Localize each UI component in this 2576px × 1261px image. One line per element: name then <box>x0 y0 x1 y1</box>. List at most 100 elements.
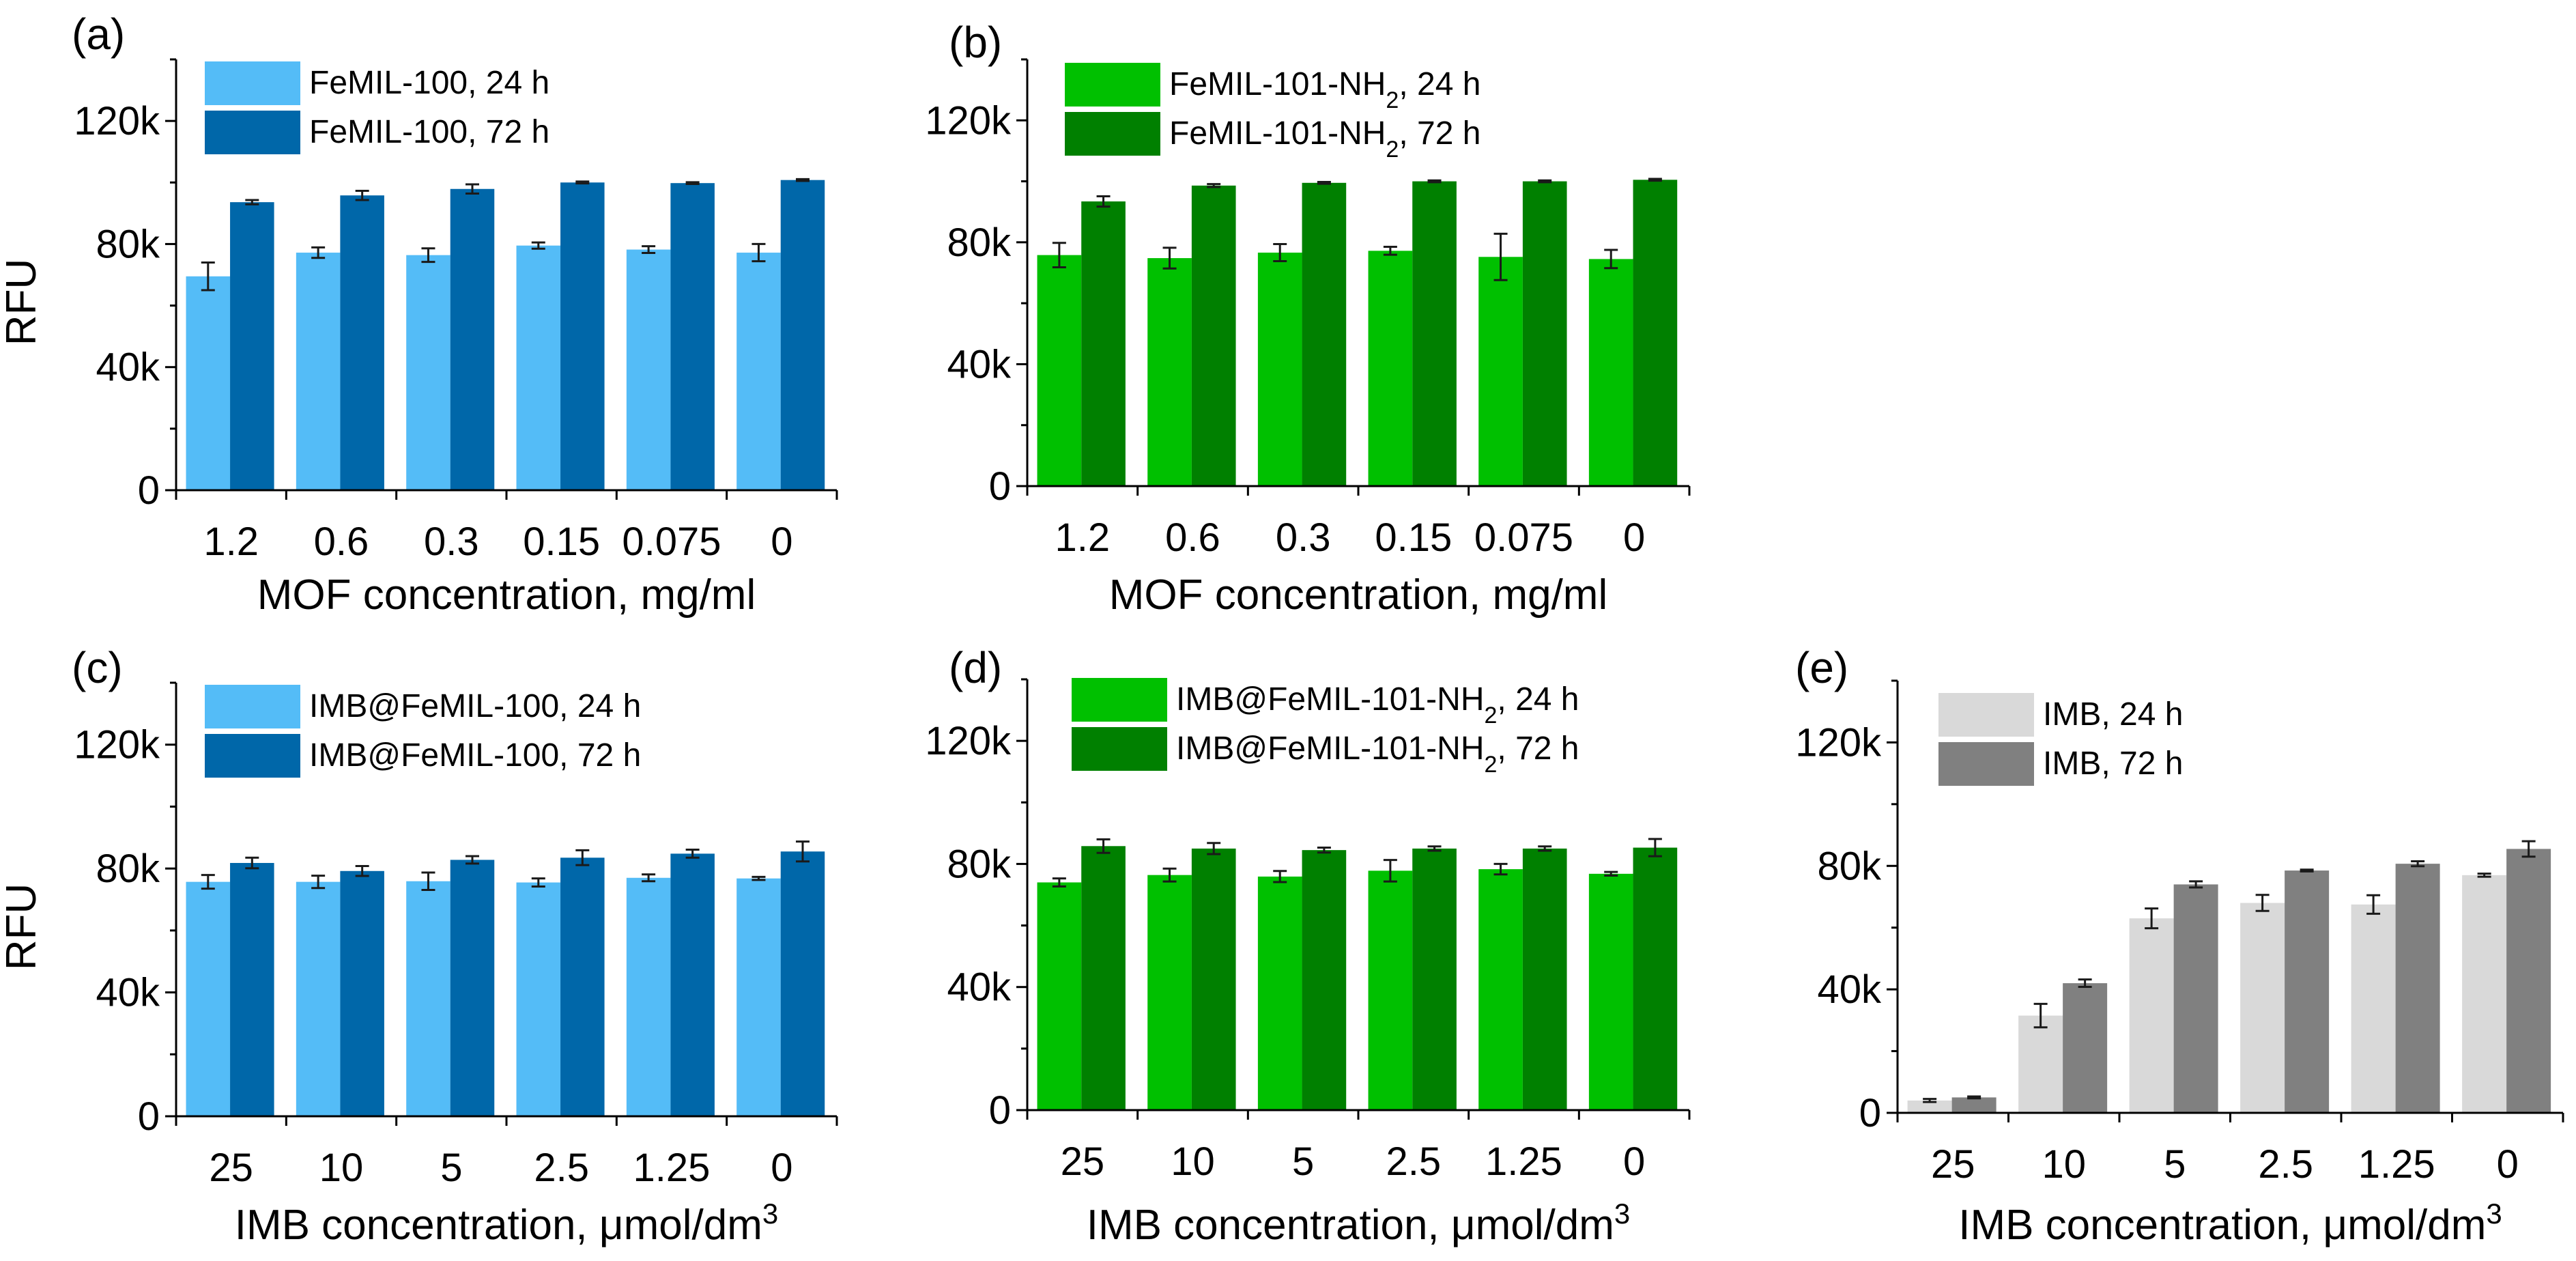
bar-3-0-3 <box>1368 870 1413 1110</box>
bar-2-1-1 <box>340 870 384 1116</box>
legend-swatch-2-1 <box>205 734 300 778</box>
x-axis-title-part: 3 <box>2486 1198 2502 1230</box>
y-tick-label-1-3: 120k <box>925 98 1012 143</box>
bar-0-1-2 <box>450 188 495 490</box>
bar-0-0-4 <box>626 249 671 490</box>
x-tick-label-4-5: 0 <box>2497 1142 2519 1187</box>
x-axis-title-part: 3 <box>1614 1198 1630 1230</box>
legend-swatch-4-0 <box>1938 693 2034 737</box>
y-tick-label-2-0: 0 <box>138 1094 160 1139</box>
y-tick-label-0-0: 0 <box>138 468 160 513</box>
legend-label-part: 2 <box>1386 137 1399 162</box>
y-tick-label-1-2: 80k <box>947 221 1012 265</box>
chart-panel-2: 0 40k 80k 120k 25 10 5 2.5 1.25 0 IMB concentratio… <box>0 643 838 1249</box>
bar-4-1-2 <box>2173 884 2218 1113</box>
legend-label-part: 2 <box>1484 703 1497 728</box>
legend-label-part: IMB@FeMIL-101-NH <box>1176 731 1484 767</box>
bar-1-1-5 <box>1633 180 1678 486</box>
legend-label-2-1: IMB@FeMIL-100, 72 h <box>309 737 641 774</box>
legend-label-0-0: FeMIL-100, 24 h <box>309 65 549 101</box>
bar-1-1-1 <box>1191 185 1236 486</box>
x-axis-title-3: IMB concentration, μmol/dm3 <box>1087 1198 1631 1249</box>
legend-label-part: 2 <box>1386 87 1399 113</box>
x-tick-label-4-4: 1.25 <box>2358 1142 2435 1187</box>
bar-3-1-0 <box>1081 846 1126 1110</box>
panel-label-1: (b) <box>949 18 1002 67</box>
bar-0-1-0 <box>230 202 274 490</box>
legend-swatch-1-0 <box>1065 63 1160 107</box>
y-tick-label-1-0: 0 <box>989 464 1011 509</box>
bar-4-0-1 <box>2018 1015 2063 1113</box>
legend-label-1-1: FeMIL-101-NH2, 72 h <box>1169 115 1480 162</box>
bar-3-0-1 <box>1147 875 1192 1110</box>
bar-2-1-2 <box>450 860 495 1116</box>
y-tick-label-3-0: 0 <box>989 1088 1011 1133</box>
x-axis-title-part: μ <box>2323 1202 2347 1249</box>
y-axis-title-2: RFU <box>0 883 45 970</box>
bar-2-1-4 <box>670 853 715 1116</box>
y-tick-label-4-1: 40k <box>1817 967 1882 1012</box>
x-tick-label-1-3: 0.15 <box>1375 515 1452 560</box>
y-tick-label-3-1: 40k <box>947 965 1012 1010</box>
x-tick-label-2-5: 0 <box>771 1146 792 1190</box>
x-tick-label-3-3: 2.5 <box>1386 1139 1442 1184</box>
x-tick-label-4-3: 2.5 <box>2258 1142 2313 1187</box>
legend-label-part: IMB@FeMIL-100, 24 h <box>309 688 641 724</box>
bar-1-0-0 <box>1037 255 1082 486</box>
bar-4-1-5 <box>2506 849 2551 1113</box>
legend-label-part: IMB, 72 h <box>2043 746 2183 782</box>
bar-3-1-3 <box>1412 848 1457 1110</box>
bar-4-1-3 <box>2285 870 2330 1113</box>
legend-label-4-0: IMB, 24 h <box>2043 696 2183 733</box>
legend-swatch-4-1 <box>1938 742 2034 786</box>
x-tick-label-3-4: 1.25 <box>1485 1139 1562 1184</box>
legend-label-part: FeMIL-101-NH <box>1169 66 1386 102</box>
y-tick-label-4-0: 0 <box>1859 1091 1881 1135</box>
bar-0-1-4 <box>670 183 715 490</box>
y-tick-label-0-2: 80k <box>96 222 160 266</box>
bar-4-0-5 <box>2462 875 2507 1113</box>
bar-1-1-2 <box>1302 182 1347 486</box>
bar-2-0-1 <box>296 881 341 1116</box>
y-tick-label-3-3: 120k <box>925 719 1012 763</box>
x-axis-title-1: MOF concentration, mg/ml <box>1109 571 1607 619</box>
legend-label-2-0: IMB@FeMIL-100, 24 h <box>309 688 641 724</box>
chart-panel-4: 0 40k 80k 120k 25 10 5 2.5 1.25 0 IMB concentratio… <box>1795 643 2564 1249</box>
x-tick-label-3-0: 25 <box>1061 1139 1105 1184</box>
bar-3-1-5 <box>1633 847 1678 1110</box>
bar-4-0-4 <box>2351 904 2396 1113</box>
bar-3-0-4 <box>1478 869 1523 1110</box>
legend-label-part: , 72 h <box>1399 115 1480 152</box>
bar-3-1-4 <box>1522 848 1567 1110</box>
legend-swatch-0-1 <box>205 111 300 154</box>
legend-swatch-2-0 <box>205 685 300 728</box>
chart-panel-0: 0 40k 80k 120k 1.2 0.6 0.3 0.15 0.075 0 MOF concen… <box>0 10 838 619</box>
bar-2-1-0 <box>230 862 274 1116</box>
chart-panel-3: 0 40k 80k 120k 25 10 5 2.5 1.25 0 IMB concentratio… <box>925 643 1691 1249</box>
bar-3-1-1 <box>1191 848 1236 1110</box>
x-tick-label-4-2: 5 <box>2164 1142 2186 1187</box>
bar-2-0-3 <box>516 882 561 1116</box>
x-axis-title-part: mol/dm <box>1476 1202 1614 1249</box>
legend-label-part: , 72 h <box>1497 731 1579 767</box>
y-tick-label-1-1: 40k <box>947 342 1012 386</box>
y-tick-label-3-2: 80k <box>947 842 1012 886</box>
bar-0-1-1 <box>340 195 384 490</box>
legend-label-part: FeMIL-101-NH <box>1169 115 1386 152</box>
bar-3-0-5 <box>1588 873 1633 1110</box>
bar-1-0-2 <box>1257 253 1302 486</box>
legend-swatch-3-1 <box>1072 727 1167 771</box>
legend-label-part: FeMIL-100, 24 h <box>309 65 549 101</box>
legend-label-part: , 24 h <box>1399 66 1480 102</box>
bar-3-0-2 <box>1257 876 1302 1110</box>
y-tick-label-2-2: 80k <box>96 847 160 891</box>
bar-4-0-3 <box>2240 903 2285 1113</box>
bar-2-1-3 <box>560 858 605 1116</box>
bar-4-0-0 <box>1907 1100 1952 1113</box>
y-tick-label-4-3: 120k <box>1795 720 1882 765</box>
bar-2-0-4 <box>626 877 671 1116</box>
bar-0-0-0 <box>186 276 231 490</box>
legend-label-0-1: FeMIL-100, 72 h <box>309 114 549 150</box>
x-axis-title-2: IMB concentration, μmol/dm3 <box>235 1198 779 1249</box>
